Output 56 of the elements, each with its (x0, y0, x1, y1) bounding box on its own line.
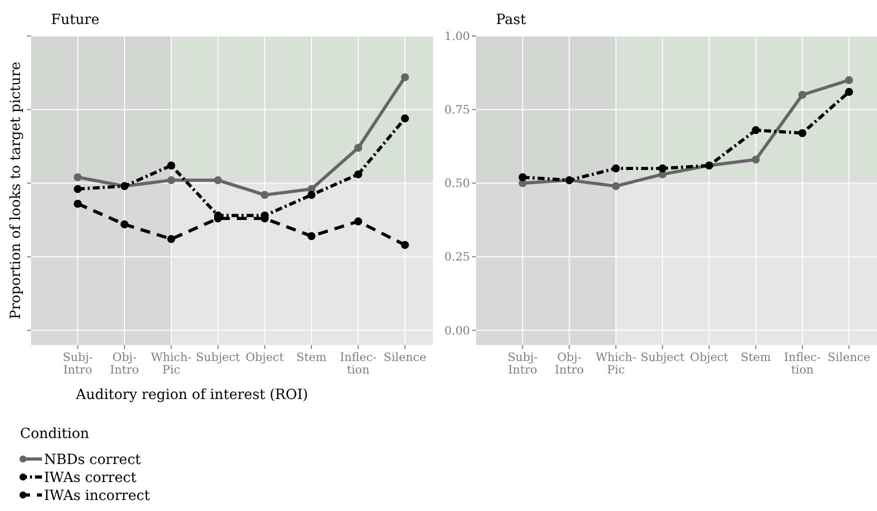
x-tick-label: Obj- Intro (110, 350, 140, 377)
point (307, 232, 316, 240)
x-tick-label: Silence (828, 350, 871, 364)
point (354, 170, 362, 178)
point (518, 173, 527, 182)
legend-label: NBDs correct (44, 452, 142, 468)
y-tick-label: 0.50 (444, 176, 470, 190)
point (798, 90, 806, 99)
point (845, 76, 854, 84)
point (167, 161, 176, 170)
x-axis-title: Auditory region of interest (ROI) (74, 387, 308, 403)
point (798, 129, 806, 138)
x-tick-label: Obj- Intro (554, 350, 584, 377)
x-tick-label: Silence (384, 350, 426, 364)
x-tick-label: Subject (196, 350, 240, 364)
point (658, 164, 667, 172)
point (845, 88, 854, 96)
y-tick-label: 0.00 (444, 323, 470, 338)
x-tick-label: Subj- Intro (62, 350, 93, 377)
x-tick-label: Inflec- tion (784, 350, 821, 377)
legend-label: IWAs correct (44, 470, 137, 486)
y-tick-label: 0.75 (444, 102, 470, 117)
point (307, 190, 316, 199)
point (612, 182, 620, 190)
chart-title: Past (496, 12, 526, 28)
y-axis-title: Proportion of looks to target picture (8, 62, 24, 320)
y-tick-label: 1.00 (444, 29, 470, 44)
point (260, 190, 269, 199)
point (400, 240, 409, 249)
point (752, 126, 760, 134)
point (354, 144, 362, 152)
point (167, 176, 176, 184)
point (74, 173, 82, 182)
x-tick-label: Object (246, 350, 284, 364)
point (74, 185, 82, 194)
y-tick-label: 0.25 (444, 250, 470, 264)
x-tick-label: Object (690, 350, 729, 364)
x-tick-label: Inflec- tion (340, 350, 377, 377)
point (120, 220, 128, 228)
x-tick-label: Subj- Intro (508, 350, 538, 377)
x-tick-label: Which- Pic (596, 350, 636, 377)
point (167, 235, 176, 244)
point (74, 200, 82, 208)
point (214, 176, 222, 184)
legend-title: Condition (20, 426, 90, 442)
point (400, 73, 409, 82)
x-tick-label: Subject (640, 350, 685, 364)
chart-title: Future (51, 12, 100, 28)
x-tick-label: Stem (296, 350, 327, 364)
point (752, 156, 760, 164)
legend-label: IWAs incorrect (44, 488, 150, 504)
x-tick-label: Which- Pic (150, 350, 192, 377)
x-tick-label: Stem (740, 350, 771, 364)
point (612, 164, 620, 172)
point (354, 217, 362, 226)
point (400, 114, 409, 122)
